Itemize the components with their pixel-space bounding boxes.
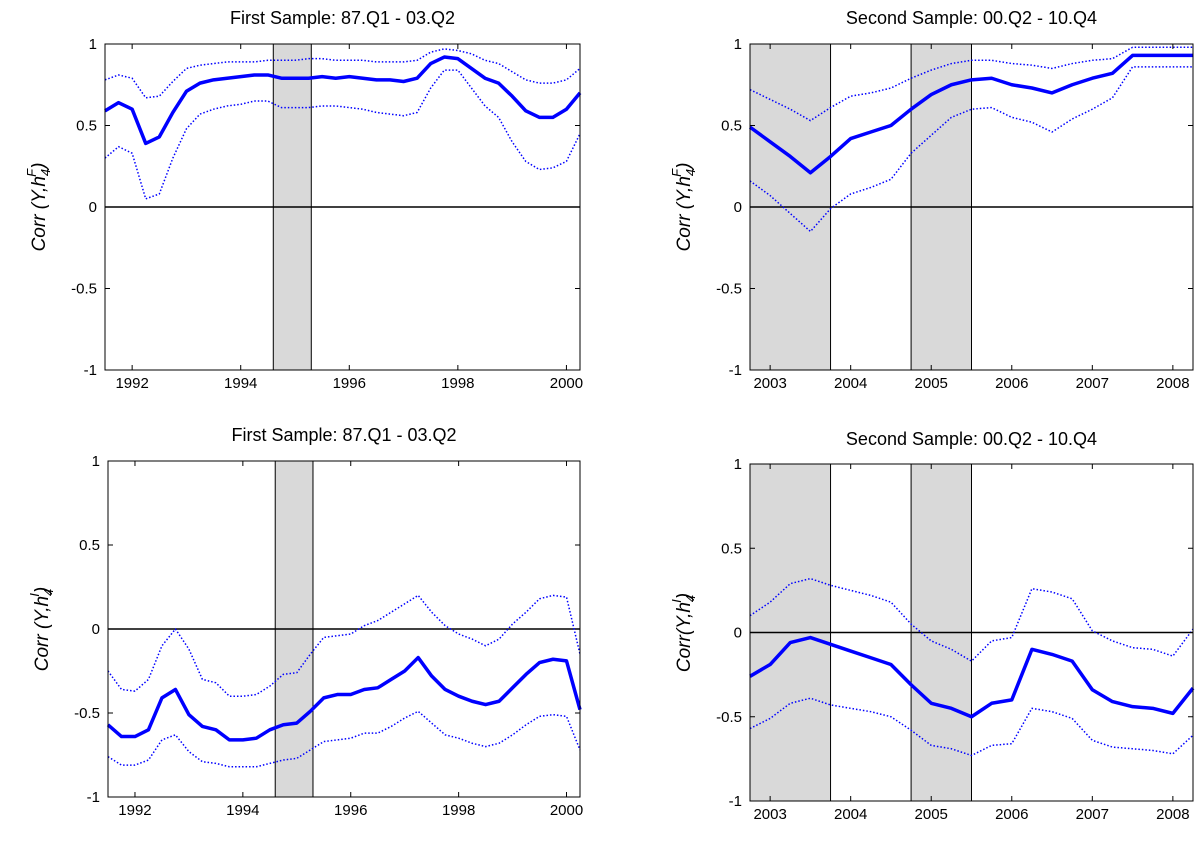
y-label-subscript: 4 — [41, 589, 56, 596]
x-tick-label: 2007 — [1076, 806, 1109, 823]
y-tick-label: -0.5 — [74, 705, 100, 722]
y-tick-label: -0.5 — [716, 281, 742, 298]
estimate-line — [106, 655, 582, 742]
y-label-text: Corr(Y,h — [674, 602, 695, 672]
y-tick-label: 0 — [89, 199, 97, 216]
subplot-title: Second Sample: 00.Q2 - 10.Q4 — [846, 8, 1097, 28]
y-tick-label: 0.5 — [79, 537, 100, 554]
y-tick-label: 0.5 — [721, 540, 742, 557]
x-tick-label: 1994 — [224, 375, 257, 392]
y-label-superscript: F — [669, 168, 684, 177]
y-label-text: ) — [674, 593, 695, 601]
y-tick-label: -1 — [84, 362, 97, 379]
x-tick-label: 1996 — [334, 802, 367, 819]
confidence-band-line — [749, 46, 1193, 122]
subplot-title: First Sample: 87.Q1 - 03.Q2 — [230, 8, 455, 28]
y-label-superscript: F — [24, 168, 39, 177]
x-tick-label: 1992 — [115, 375, 148, 392]
estimate-line — [748, 53, 1193, 175]
x-tick-label: 2006 — [995, 806, 1028, 823]
y-tick-label: -0.5 — [716, 709, 742, 726]
x-tick-label: 2008 — [1156, 806, 1189, 823]
x-tick-label: 1998 — [442, 802, 475, 819]
x-tick-label: 2004 — [834, 806, 867, 823]
subplot: -1 -0.5 0 0.5 1 2003 2004 2005 2006 2007 2008 Secon… — [669, 8, 1194, 392]
y-axis-label: Corr(Y,h4I) — [669, 593, 698, 672]
y-label-text: Corr (Y,h — [29, 176, 50, 251]
y-axis-label: Corr (Y,h4I) — [27, 587, 56, 672]
confidence-band-line — [749, 697, 1194, 757]
y-label-superscript: I — [669, 599, 684, 603]
y-tick-label: 1 — [92, 453, 100, 470]
y-tick-label: -1 — [729, 362, 742, 379]
estimate-line — [104, 55, 582, 146]
confidence-band-line — [104, 48, 581, 99]
x-tick-label: 2000 — [550, 375, 583, 392]
y-label-text: ) — [674, 163, 695, 171]
y-label-text: ) — [29, 163, 50, 171]
y-tick-label: 0.5 — [76, 118, 97, 135]
subplot: -1 -0.5 0 0.5 1 1992 1994 1996 1998 2000 First Sam… — [27, 425, 583, 819]
subplot-title: Second Sample: 00.Q2 - 10.Q4 — [846, 429, 1097, 449]
y-tick-label: 0 — [734, 625, 742, 642]
y-tick-label: 0 — [92, 621, 100, 638]
subplot: -1 -0.5 0 0.5 1 1992 1994 1996 1998 2000 First Sam… — [24, 8, 583, 392]
y-label-text: Corr (Y,h — [32, 596, 53, 671]
x-tick-label: 2008 — [1156, 375, 1189, 392]
x-tick-label: 1994 — [226, 802, 259, 819]
x-tick-label: 1998 — [441, 375, 474, 392]
x-tick-label: 2005 — [915, 806, 948, 823]
x-tick-label: 2003 — [753, 806, 786, 823]
y-label-subscript: 4 — [683, 595, 698, 602]
y-tick-label: -0.5 — [71, 281, 97, 298]
x-tick-label: 2003 — [753, 375, 786, 392]
y-label-subscript: 4 — [38, 169, 53, 176]
y-axis-label: Corr (Y,h4F) — [669, 163, 698, 252]
x-tick-label: 2006 — [995, 375, 1028, 392]
x-tick-label: 2004 — [834, 375, 867, 392]
y-tick-label: 1 — [734, 456, 742, 473]
y-tick-label: 1 — [734, 36, 742, 53]
y-label-text: ) — [32, 587, 53, 595]
x-tick-label: 2007 — [1076, 375, 1109, 392]
x-tick-label: 1992 — [118, 802, 151, 819]
y-tick-label: 0 — [734, 199, 742, 216]
estimate-line — [749, 635, 1195, 719]
y-tick-label: 0.5 — [721, 118, 742, 135]
confidence-band-line — [749, 66, 1193, 233]
y-tick-label: 1 — [89, 36, 97, 53]
subplot: -1 -0.5 0 0.5 1 2003 2004 2005 2006 2007 2008 Secon… — [669, 429, 1195, 823]
y-label-text: Corr (Y,h — [674, 176, 695, 251]
y-tick-label: -1 — [87, 789, 100, 806]
x-tick-label: 2005 — [915, 375, 948, 392]
x-tick-label: 2000 — [550, 802, 583, 819]
subplot-title: First Sample: 87.Q1 - 03.Q2 — [231, 425, 456, 445]
y-label-subscript: 4 — [683, 169, 698, 176]
y-tick-label: -1 — [729, 793, 742, 810]
x-tick-label: 1996 — [333, 375, 366, 392]
y-label-superscript: I — [27, 593, 42, 597]
y-axis-label: Corr (Y,h4F) — [24, 163, 53, 252]
